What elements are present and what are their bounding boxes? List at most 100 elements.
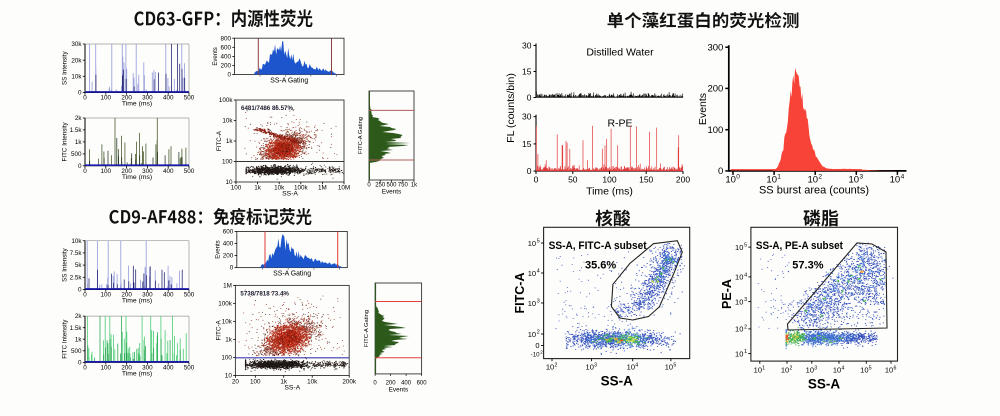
svg-text:1k: 1k (254, 185, 262, 192)
svg-text:FITC-A: FITC-A (216, 130, 223, 151)
svg-text:100: 100 (707, 125, 723, 136)
svg-text:10: 10 (735, 297, 743, 306)
svg-text:4: 4 (635, 362, 638, 368)
svg-text:FITC-A Gating: FITC-A Gating (364, 310, 370, 347)
svg-text:100: 100 (101, 365, 112, 372)
svg-text:6481/7486 86.57%: 6481/7486 86.57% (241, 105, 293, 112)
svg-text:100: 100 (231, 185, 242, 192)
svg-text:10: 10 (586, 363, 594, 372)
svg-text:10: 10 (546, 363, 554, 372)
svg-text:2k: 2k (75, 115, 83, 122)
svg-text:1M: 1M (223, 283, 232, 290)
svg-text:2: 2 (537, 330, 540, 336)
svg-text:SS-A: SS-A (282, 191, 298, 198)
svg-text:SS Intensity: SS Intensity (62, 247, 69, 281)
svg-text:0: 0 (367, 183, 371, 189)
svg-text:0: 0 (78, 90, 82, 97)
svg-text:500: 500 (386, 183, 397, 189)
svg-text:5: 5 (744, 243, 747, 249)
svg-text:FITC-A Gating: FITC-A Gating (358, 117, 364, 154)
svg-text:400: 400 (163, 292, 174, 299)
svg-text:200: 200 (676, 175, 690, 185)
svg-text:0: 0 (227, 72, 231, 79)
svg-text:10: 10 (225, 179, 233, 186)
svg-text:10: 10 (627, 363, 635, 372)
svg-text:200: 200 (121, 292, 132, 299)
svg-text:100: 100 (101, 292, 112, 299)
svg-text:Time (ms): Time (ms) (122, 298, 152, 305)
svg-text:1k: 1k (75, 139, 83, 146)
svg-text:7.5k: 7.5k (70, 250, 83, 257)
svg-text:SS-A, PE-A subset: SS-A, PE-A subset (756, 240, 843, 252)
svg-text:2: 2 (540, 350, 543, 355)
svg-text:10: 10 (528, 269, 536, 278)
svg-text:10: 10 (833, 366, 841, 375)
svg-text:3: 3 (594, 362, 597, 368)
svg-text:10: 10 (754, 366, 762, 375)
svg-text:500: 500 (71, 348, 82, 355)
svg-text:1k: 1k (75, 336, 83, 343)
svg-text:Distilled Water: Distilled Water (586, 47, 654, 59)
svg-text:10: 10 (665, 363, 673, 372)
svg-text:0: 0 (83, 292, 87, 299)
svg-text:0: 0 (230, 265, 234, 272)
svg-text:300: 300 (707, 42, 723, 53)
svg-text:1M: 1M (318, 185, 327, 192)
svg-text:2k: 2k (75, 313, 83, 320)
svg-text:10k: 10k (71, 73, 82, 80)
svg-text:0: 0 (78, 287, 82, 294)
svg-text:10: 10 (735, 243, 743, 252)
svg-text:4: 4 (744, 273, 747, 279)
svg-text:10k: 10k (71, 238, 82, 245)
svg-text:300: 300 (142, 365, 153, 372)
svg-text:FITC-A: FITC-A (215, 319, 222, 340)
svg-text:Time (ms): Time (ms) (122, 101, 152, 108)
svg-text:30: 30 (522, 112, 532, 122)
svg-text:SS-A: SS-A (601, 374, 634, 389)
svg-text:800: 800 (220, 35, 231, 42)
svg-text:10k: 10k (222, 118, 233, 125)
svg-text:SS-A, FITC-A subset: SS-A, FITC-A subset (549, 240, 647, 252)
svg-text:10M: 10M (338, 185, 350, 192)
svg-text:50: 50 (568, 175, 578, 185)
svg-text:150: 150 (639, 175, 653, 185)
svg-text:0: 0 (527, 166, 532, 176)
svg-text:600: 600 (220, 44, 231, 51)
svg-text:1.5k: 1.5k (70, 325, 83, 332)
svg-text:FITC Intensity: FITC Intensity (62, 121, 69, 161)
svg-text:Time (ms): Time (ms) (586, 186, 633, 198)
svg-text:Events: Events (382, 189, 402, 196)
svg-text:500: 500 (71, 151, 82, 158)
svg-text:5: 5 (673, 362, 676, 368)
svg-text:Time (ms): Time (ms) (122, 371, 152, 378)
svg-text:200: 200 (223, 253, 234, 260)
svg-text:400: 400 (401, 381, 412, 387)
svg-text:4: 4 (537, 269, 540, 275)
svg-text:400: 400 (163, 95, 174, 102)
svg-text:200: 200 (220, 63, 231, 70)
svg-text:100k: 100k (219, 97, 234, 104)
svg-text:0: 0 (83, 168, 87, 175)
svg-text:0: 0 (527, 93, 532, 103)
svg-text:10: 10 (528, 299, 536, 308)
svg-text:200: 200 (121, 365, 132, 372)
svg-text:SS-A: SS-A (284, 385, 300, 392)
svg-text:1k: 1k (226, 138, 234, 145)
svg-text:20: 20 (232, 379, 240, 386)
svg-text:Events: Events (213, 47, 219, 65)
svg-text:35.6%: 35.6% (585, 260, 616, 272)
svg-text:100: 100 (221, 355, 232, 362)
svg-text:10: 10 (735, 273, 743, 282)
svg-text:Events: Events (697, 93, 709, 125)
svg-text:10: 10 (735, 325, 743, 334)
svg-text:PE-A: PE-A (720, 279, 734, 309)
svg-text:R-PE: R-PE (607, 118, 632, 130)
svg-text:0: 0 (83, 95, 87, 102)
svg-text:2: 2 (818, 174, 822, 181)
svg-text:Time (ms): Time (ms) (122, 174, 152, 181)
svg-text:10: 10 (735, 349, 743, 358)
svg-text:10: 10 (528, 239, 536, 248)
svg-text:10: 10 (528, 330, 536, 339)
svg-text:100: 100 (602, 175, 616, 185)
svg-text:0: 0 (534, 175, 539, 185)
